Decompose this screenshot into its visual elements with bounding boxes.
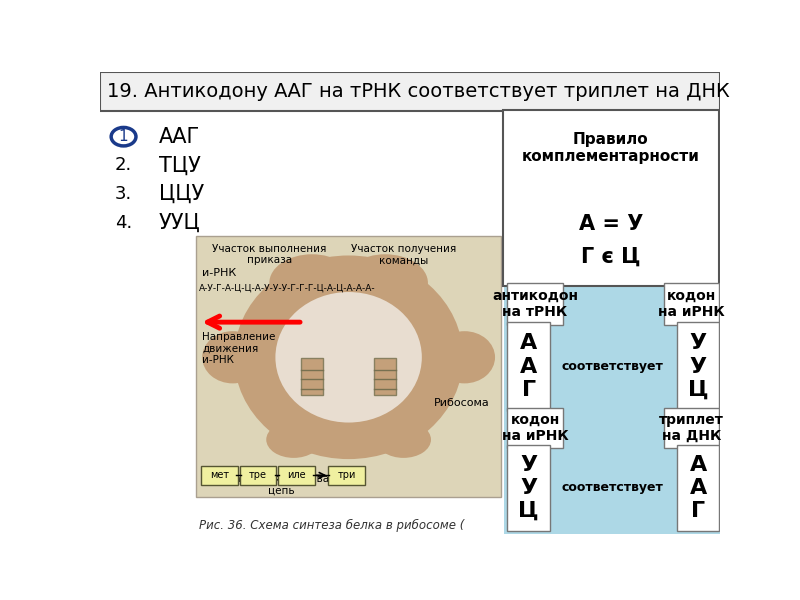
FancyBboxPatch shape (507, 283, 563, 325)
Ellipse shape (275, 292, 422, 422)
Text: А
А
Г: А А Г (690, 455, 706, 521)
Text: Рис. 36. Схема синтеза белка в рибосоме (: Рис. 36. Схема синтеза белка в рибосоме … (199, 518, 465, 532)
FancyBboxPatch shape (196, 236, 501, 497)
Text: 19. Антикодону ААГ на тРНК соответствует триплет на ДНК: 19. Антикодону ААГ на тРНК соответствует… (107, 82, 730, 101)
Text: иле: иле (287, 470, 306, 481)
FancyBboxPatch shape (504, 111, 720, 534)
Ellipse shape (270, 254, 354, 312)
FancyBboxPatch shape (301, 358, 323, 395)
Text: Г є Ц: Г є Ц (581, 247, 641, 267)
Text: Направление
движения
и-РНК: Направление движения и-РНК (202, 332, 276, 365)
FancyBboxPatch shape (239, 466, 276, 485)
Text: кодон
на иРНК: кодон на иРНК (502, 413, 569, 443)
FancyBboxPatch shape (664, 283, 719, 325)
FancyBboxPatch shape (507, 322, 550, 410)
FancyBboxPatch shape (328, 466, 365, 485)
FancyBboxPatch shape (507, 408, 563, 448)
Text: УУЦ: УУЦ (159, 212, 201, 233)
Text: 2.: 2. (115, 157, 132, 175)
Ellipse shape (434, 331, 495, 383)
FancyBboxPatch shape (278, 466, 314, 485)
Text: А-У-Г-А-Ц-Ц-А-У-У-У-Г-Г-Г-Ц-А-Ц-А-А-А-: А-У-Г-А-Ц-Ц-А-У-У-У-Г-Г-Г-Ц-А-Ц-А-А-А- (199, 284, 376, 293)
Text: Растущая белковая
цепь: Растущая белковая цепь (228, 474, 335, 496)
Text: тре: тре (249, 470, 266, 481)
FancyBboxPatch shape (664, 408, 719, 448)
Text: У
У
Ц: У У Ц (518, 455, 539, 521)
Text: Участок получения
команды: Участок получения команды (351, 244, 456, 265)
Text: ААГ: ААГ (159, 127, 200, 146)
Ellipse shape (234, 256, 463, 459)
Text: У
У
Ц: У У Ц (688, 334, 709, 400)
Text: 3.: 3. (115, 185, 132, 203)
Text: соответствует: соответствует (561, 481, 663, 494)
Text: антикодон
на тРНК: антикодон на тРНК (492, 289, 578, 319)
FancyBboxPatch shape (374, 358, 396, 395)
Ellipse shape (266, 421, 321, 458)
FancyBboxPatch shape (507, 445, 550, 531)
Text: Участок выполнения
приказа: Участок выполнения приказа (212, 244, 326, 265)
Text: три: три (338, 470, 356, 481)
Text: мет: мет (210, 470, 229, 481)
Ellipse shape (376, 421, 431, 458)
Ellipse shape (326, 355, 371, 387)
Ellipse shape (342, 254, 428, 312)
Text: А = У: А = У (578, 214, 643, 235)
Text: 1: 1 (118, 129, 128, 144)
FancyBboxPatch shape (677, 445, 719, 531)
Text: Рибосома: Рибосома (434, 398, 490, 409)
Text: соответствует: соответствует (561, 360, 663, 373)
FancyBboxPatch shape (503, 110, 718, 286)
Text: А
А
Г: А А Г (520, 334, 538, 400)
FancyBboxPatch shape (677, 322, 719, 410)
Text: Правило
комплементарности: Правило комплементарности (522, 132, 700, 164)
Text: кодон
на иРНК: кодон на иРНК (658, 289, 725, 319)
Text: ТЦУ: ТЦУ (159, 155, 201, 175)
Text: триплет
на ДНК: триплет на ДНК (659, 413, 724, 443)
Ellipse shape (202, 331, 263, 383)
Text: ЦЦУ: ЦЦУ (159, 184, 204, 204)
Text: и-РНК: и-РНК (202, 268, 237, 278)
FancyBboxPatch shape (201, 466, 238, 485)
FancyBboxPatch shape (100, 72, 720, 111)
Text: 4.: 4. (115, 214, 132, 232)
